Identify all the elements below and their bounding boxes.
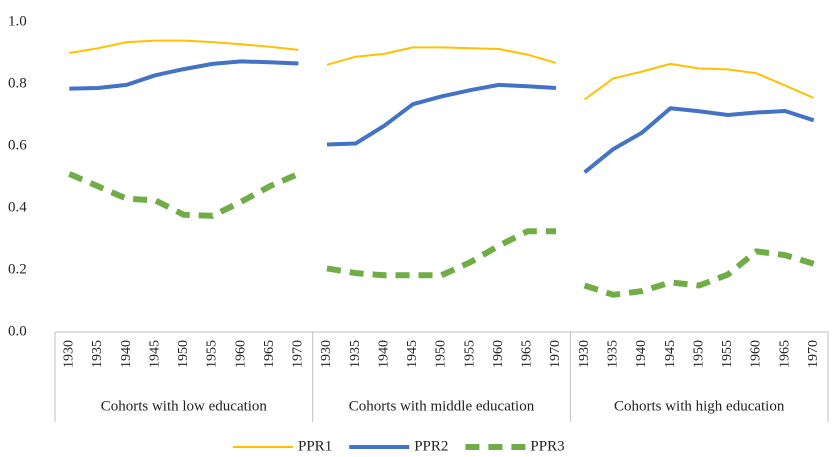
line-series [69,39,299,54]
x-tick-label: 1935 [605,340,620,368]
legend-label: PPR3 [530,438,564,454]
line-series [583,106,815,174]
x-tick-label: 1965 [520,340,535,368]
line-series [584,62,815,101]
x-tick-label: 1940 [376,340,391,368]
x-tick-label: 1940 [634,340,649,368]
group-label: Cohorts with high education [614,398,785,414]
x-tick-label: 1970 [291,340,306,368]
x-tick-label: 1950 [176,340,191,368]
line-series [326,46,557,66]
x-tick-label: 1955 [720,340,735,368]
y-tick-label: 1.0 [8,13,27,29]
x-tick-label: 1955 [205,340,220,368]
x-tick-label: 1960 [749,340,764,368]
x-tick-label: 1965 [777,340,792,368]
y-tick-label: 0.6 [8,137,27,153]
line-series [583,248,815,298]
group-label: Cohorts with middle education [349,398,535,414]
x-tick-label: 1960 [491,340,506,368]
x-tick-label: 1935 [348,340,363,368]
line-series [326,82,557,147]
x-tick-label: 1955 [462,340,477,368]
y-tick-label: 0.2 [8,261,27,277]
legend-label: PPR1 [298,438,332,454]
x-tick-label: 1970 [548,340,563,368]
x-tick-label: 1960 [233,340,248,368]
x-tick-label: 1935 [90,340,105,368]
y-tick-label: 0.8 [8,75,27,91]
x-tick-label: 1930 [577,340,592,368]
x-tick-label: 1945 [405,340,420,368]
line-series [68,171,300,219]
group-label: Cohorts with low education [101,398,268,414]
x-tick-label: 1950 [434,340,449,368]
line-series [326,228,556,279]
x-tick-label: 1940 [119,340,134,368]
y-tick-label: 0.0 [8,323,27,339]
x-tick-label: 1965 [262,340,277,368]
y-tick-label: 0.4 [8,199,27,215]
x-tick-label: 1945 [663,340,678,368]
legend-label: PPR2 [414,438,448,454]
x-tick-label: 1970 [806,340,821,368]
line-series [69,59,299,91]
x-tick-label: 1930 [62,340,77,368]
x-tick-label: 1950 [691,340,706,368]
x-tick-label: 1930 [319,340,334,368]
x-tick-label: 1945 [147,340,162,368]
